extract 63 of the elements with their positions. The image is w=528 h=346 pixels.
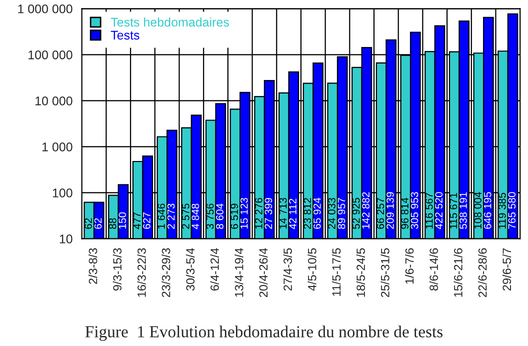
x-tick-label: 4/5-10/5: [308, 248, 316, 291]
x-tick-label: 20/4-26/4: [258, 248, 268, 298]
data-label: 108 004: [474, 192, 482, 229]
data-label: 6 519: [230, 204, 238, 229]
data-label: 23 812: [304, 198, 312, 229]
data-label: 66 257: [376, 198, 384, 229]
data-label: 116 567: [425, 192, 433, 229]
data-label: 538 191: [460, 192, 467, 229]
data-label: 24 033: [328, 198, 336, 229]
data-label: 62: [94, 218, 102, 229]
data-label: 4 848: [192, 204, 200, 230]
x-tick-label: 8/6-14/6: [429, 248, 438, 291]
data-label: 65 924: [313, 198, 321, 229]
data-label: 115 671: [450, 192, 458, 229]
y-tick-label: 100 000: [28, 50, 72, 60]
data-label: 3 756: [206, 204, 214, 229]
x-tick-label: 16/3-22/3: [137, 248, 146, 297]
data-label: 2 273: [167, 204, 175, 229]
x-tick-label: 29/6-5/7: [502, 248, 512, 290]
caption: Figure 1 Evolution hebdomadaire du nombre de tests: [85, 326, 443, 341]
data-label: 765 580: [508, 192, 516, 229]
data-label: 422 520: [435, 192, 443, 230]
data-label: 27 399: [264, 198, 272, 229]
y-tick-label: 10: [60, 234, 72, 244]
x-tick-label: 15/6-21/6: [454, 248, 462, 297]
data-label: 8 604: [216, 204, 224, 229]
x-tick-label: 18/5-24/5: [356, 248, 365, 297]
y-tick-label: 10 000: [36, 96, 72, 106]
x-tick-label: 2/3-8/3: [88, 248, 98, 284]
y-tick-label: 1 000 000: [18, 4, 72, 14]
x-tick-label: 13/4-19/4: [234, 248, 244, 297]
y-tick-label: 100: [52, 188, 72, 198]
data-label: 646 195: [484, 192, 492, 229]
x-tick-label: 6/4-12/4: [210, 248, 219, 290]
x-tick-label: 23/3-29/3: [162, 248, 170, 298]
data-label: 42 112: [289, 198, 296, 230]
legend-label: Tests: [110, 30, 140, 40]
y-tick-label: 1 000: [42, 142, 72, 152]
x-tick-label: 30/3-5/4: [186, 248, 195, 291]
data-label: 12 276: [254, 198, 262, 229]
data-label: 1 646: [158, 204, 165, 229]
x-tick-label: 27/4-3/5: [283, 248, 292, 290]
data-label: 119 385: [498, 192, 506, 229]
data-label: 150: [118, 212, 126, 229]
data-label: 2 575: [182, 204, 190, 229]
data-label: 305 953: [410, 192, 418, 229]
data-label: 142 882: [362, 192, 370, 229]
x-tick-label: 11/5-17/5: [332, 248, 341, 296]
data-label: 88: [108, 218, 116, 229]
data-label: 62: [84, 218, 92, 229]
x-tick-label: 9/3-15/3: [112, 248, 122, 291]
data-label: 52 925: [352, 198, 360, 229]
x-tick-label: 22/6-28/6: [478, 248, 487, 298]
data-label: 96 814: [401, 198, 408, 229]
legend-label: Tests hebdomadaires: [110, 17, 229, 27]
data-label: 15 123: [240, 198, 248, 229]
data-label: 627: [142, 212, 150, 229]
data-label: 14 713: [279, 198, 287, 229]
data-label: 89 957: [338, 198, 346, 229]
data-label: 209 139: [386, 192, 394, 229]
data-label: 477: [133, 212, 141, 230]
x-tick-label: 1/6-7/6: [405, 248, 414, 284]
x-tick-label: 25/5-31/5: [380, 248, 390, 298]
